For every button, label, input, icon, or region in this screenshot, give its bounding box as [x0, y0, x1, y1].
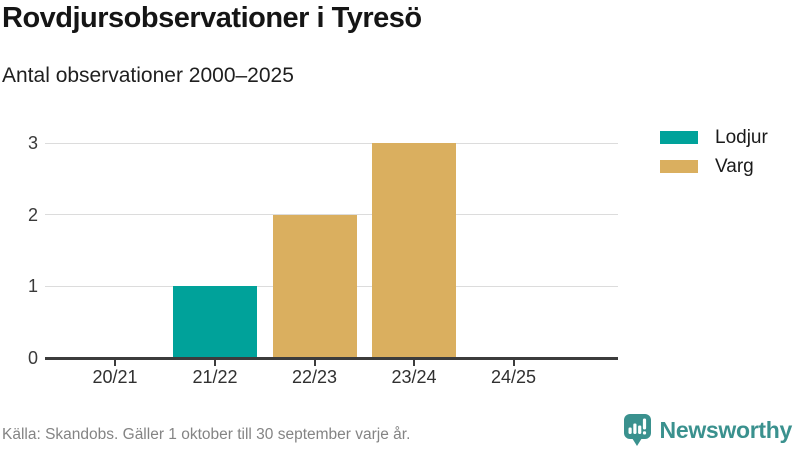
x-tick-label: 20/21: [92, 367, 138, 387]
x-tick-mark: [214, 360, 216, 366]
newsworthy-icon: [623, 414, 651, 446]
legend-item-lodjur: Lodjur: [660, 128, 768, 147]
x-tick-mark: [512, 360, 515, 366]
bar-lodjur-21-22: [173, 286, 257, 358]
newsworthy-wordmark: Newsworthy: [659, 416, 793, 443]
bar-varg-23-24: [372, 143, 456, 358]
legend-swatch: [660, 160, 698, 173]
y-tick-label: 0: [27, 348, 38, 368]
x-tick-label: 22/23: [291, 367, 338, 387]
y-tick-label: 1: [27, 276, 38, 297]
legend-label: Lodjur: [715, 127, 768, 148]
bar-varg-22-23: [272, 214, 357, 358]
legend-label: Varg: [715, 156, 754, 177]
legend-swatch: [660, 131, 698, 144]
x-tick-label: 24/25: [490, 367, 537, 387]
x-tick-mark: [413, 360, 415, 366]
gridline: [45, 142, 618, 144]
legend: Lodjur Varg: [660, 128, 768, 176]
source-note: Källa: Skandobs. Gäller 1 oktober till 3…: [2, 426, 411, 443]
chart-title: Rovdjursobservationer i Tyresö: [2, 2, 422, 34]
x-tick-mark: [313, 360, 316, 366]
y-tick-label: 3: [27, 133, 38, 154]
y-tick-label: 2: [27, 204, 38, 225]
chart-subtitle: Antal observationer 2000–2025: [2, 64, 294, 87]
x-axis-line: [45, 357, 618, 360]
legend-item-varg: Varg: [660, 157, 768, 176]
x-tick-label: 23/24: [391, 367, 437, 387]
newsworthy-logo: Newsworthy: [623, 412, 792, 448]
x-tick-label: 21/22: [192, 367, 238, 387]
x-tick-mark: [114, 360, 116, 366]
